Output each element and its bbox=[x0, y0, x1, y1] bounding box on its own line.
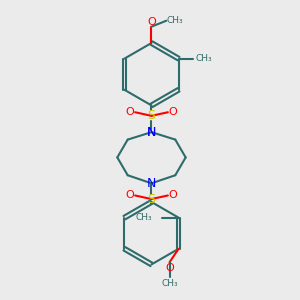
Text: N: N bbox=[147, 126, 156, 139]
Text: N: N bbox=[147, 126, 156, 139]
Text: O: O bbox=[126, 107, 134, 117]
Text: CH₃: CH₃ bbox=[135, 213, 152, 222]
Text: O: O bbox=[165, 262, 174, 273]
Text: CH₃: CH₃ bbox=[167, 16, 184, 25]
Text: CH₃: CH₃ bbox=[161, 278, 178, 287]
Text: S: S bbox=[148, 193, 155, 206]
Text: O: O bbox=[147, 17, 156, 27]
Text: CH₃: CH₃ bbox=[196, 54, 212, 63]
Text: O: O bbox=[169, 190, 177, 200]
Text: O: O bbox=[126, 190, 134, 200]
Text: S: S bbox=[148, 109, 155, 122]
Text: N: N bbox=[147, 177, 156, 190]
Text: O: O bbox=[169, 107, 177, 117]
